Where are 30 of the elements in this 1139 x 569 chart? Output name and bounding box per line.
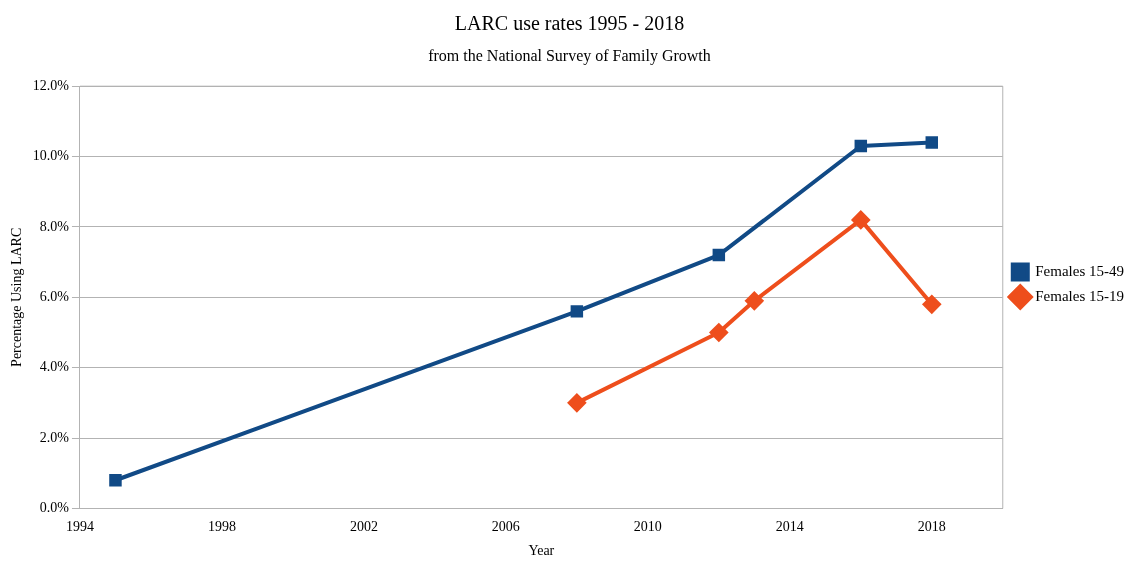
x-tick-label: 2002 bbox=[349, 519, 378, 535]
x-tick-label: 2006 bbox=[491, 519, 520, 535]
point bbox=[709, 323, 728, 342]
x-tick-label: 2014 bbox=[775, 519, 804, 535]
legend-label: Females 15-49 bbox=[1035, 262, 1124, 279]
point bbox=[745, 291, 764, 310]
legend-label: Females 15-19 bbox=[1035, 287, 1124, 304]
point bbox=[854, 139, 868, 153]
x-tick-label: 1994 bbox=[65, 519, 94, 535]
point bbox=[925, 136, 939, 149]
x-tick-label: 1998 bbox=[207, 519, 236, 535]
chart-subtitle: from the National Survey of Family Growth bbox=[428, 46, 711, 65]
y-tick-label: 10.0% bbox=[32, 148, 70, 164]
y-tick-label: 0.0% bbox=[39, 500, 70, 516]
x-tick-label: 2010 bbox=[633, 519, 662, 535]
point bbox=[851, 210, 870, 229]
point bbox=[922, 295, 941, 314]
point bbox=[109, 474, 122, 487]
y-tick-label: 2.0% bbox=[39, 429, 70, 445]
y-tick-label: 4.0% bbox=[39, 359, 70, 375]
point bbox=[712, 248, 726, 262]
point bbox=[570, 305, 584, 318]
x-tick-label: 2018 bbox=[917, 519, 946, 535]
chart-title: LARC use rates 1995 - 2018 bbox=[454, 12, 685, 35]
x-axis-title: Year bbox=[528, 543, 555, 559]
point bbox=[567, 393, 586, 412]
y-tick-label: 8.0% bbox=[39, 218, 70, 234]
y-tick-label: 12.0% bbox=[32, 77, 70, 93]
y-tick-label: 6.0% bbox=[39, 288, 70, 304]
y-axis-title: Percentage Using LARC bbox=[9, 227, 25, 367]
